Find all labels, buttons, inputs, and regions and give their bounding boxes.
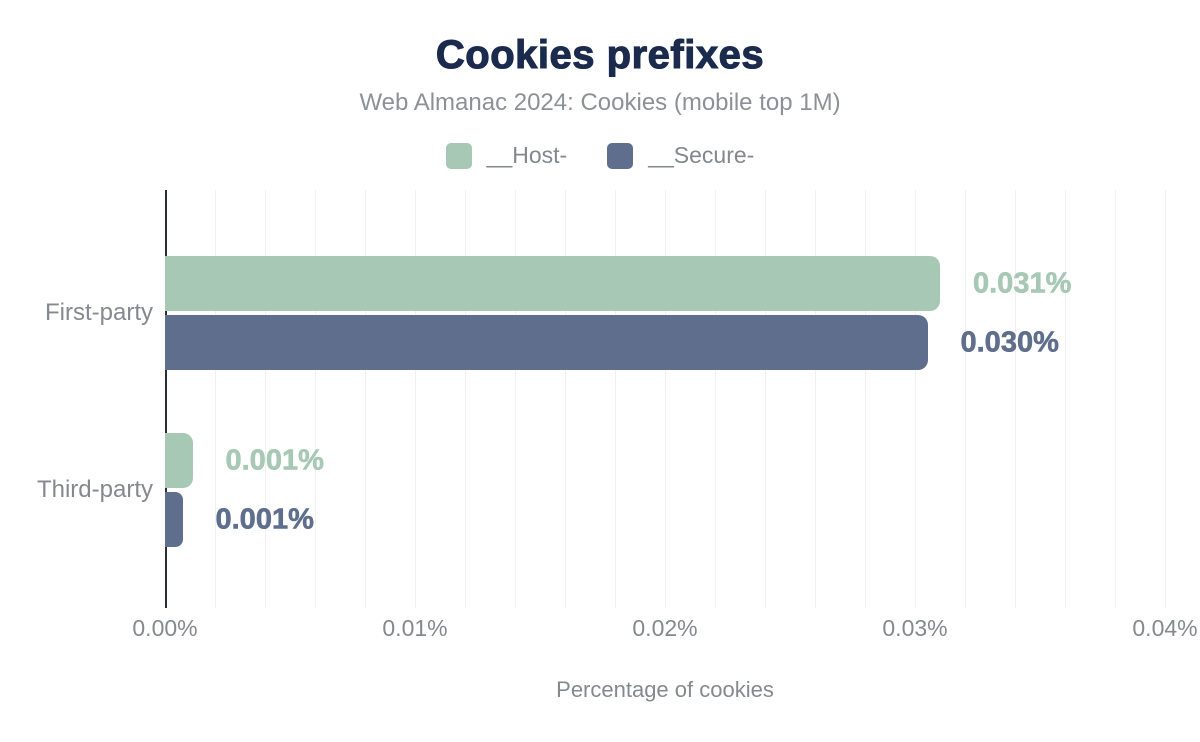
bar-value-label-host-third-party: 0.001% — [225, 444, 324, 476]
x-tick-label-4: 0.04% — [1132, 615, 1198, 641]
legend-label: __Host- — [486, 142, 568, 168]
gridline — [665, 190, 666, 608]
bar-secure-first-party[interactable] — [165, 315, 928, 370]
bar-value-label-secure-third-party: 0.001% — [215, 503, 314, 535]
x-tick-label-1: 0.01% — [382, 615, 448, 641]
bar-secure-third-party[interactable] — [165, 492, 183, 547]
gridline — [265, 190, 266, 608]
category-label-third-party: Third-party — [36, 476, 153, 503]
gridline — [365, 190, 366, 608]
gridline — [965, 190, 966, 608]
gridline — [1165, 190, 1166, 608]
gridline — [915, 190, 916, 608]
x-axis-title: Percentage of cookies — [556, 677, 774, 702]
y-axis-line — [165, 190, 167, 608]
bar-host-first-party[interactable] — [165, 256, 940, 311]
category-label-first-party: First-party — [45, 299, 153, 326]
legend-swatch-icon — [445, 142, 472, 169]
x-tick-label-3: 0.03% — [882, 615, 948, 641]
gridline — [465, 190, 466, 608]
gridline — [1015, 190, 1016, 608]
gridline — [1115, 190, 1116, 608]
legend-item-host[interactable]: __Host- — [445, 142, 568, 169]
gridline — [815, 190, 816, 608]
chart-subtitle: Web Almanac 2024: Cookies (mobile top 1M… — [359, 89, 841, 116]
plot-area: 0.031% 0.001% 0.030% 0.001% — [165, 190, 1170, 608]
x-tick-label-2: 0.02% — [632, 615, 698, 641]
y-axis-category-labels: First-party Third-party — [0, 0, 153, 742]
legend-label: __Secure- — [648, 142, 755, 168]
gridline — [315, 190, 316, 608]
chart-legend: __Host- __Secure- — [0, 142, 1200, 169]
bar-value-label-secure-first-party: 0.030% — [960, 326, 1059, 358]
gridline — [1065, 190, 1066, 608]
gridline — [715, 190, 716, 608]
gridline — [415, 190, 416, 608]
gridline — [565, 190, 566, 608]
gridline — [865, 190, 866, 608]
legend-swatch-icon — [607, 142, 634, 169]
gridline — [215, 190, 216, 608]
gridline — [515, 190, 516, 608]
bar-value-label-host-first-party: 0.031% — [973, 267, 1072, 299]
legend-item-secure[interactable]: __Secure- — [607, 142, 754, 169]
gridline — [765, 190, 766, 608]
gridline — [615, 190, 616, 608]
chart-title: Cookies prefixes — [435, 32, 765, 77]
bar-host-third-party[interactable] — [165, 433, 193, 488]
